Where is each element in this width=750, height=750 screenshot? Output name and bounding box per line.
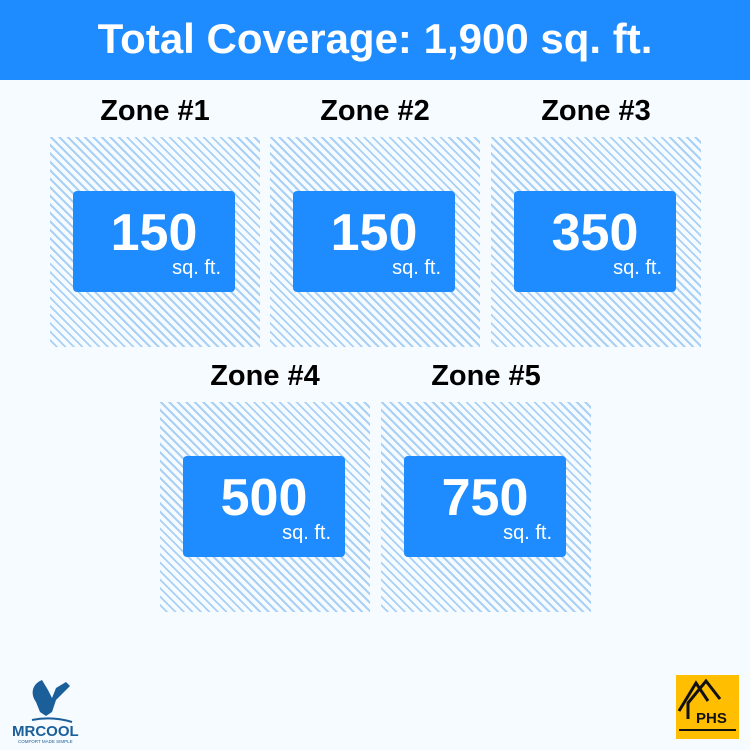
zone-value: 750	[441, 469, 529, 527]
zone-value: 150	[110, 204, 198, 262]
polar-bear-icon: MRCOOL COMFORT MADE SIMPLE	[12, 680, 79, 744]
svg-text:PHS: PHS	[696, 710, 727, 727]
zone-title: Zone #4	[210, 360, 320, 392]
zone-unit: sq. ft.	[503, 522, 552, 544]
zone-unit: sq. ft.	[613, 257, 662, 279]
zone-3: Zone #3 350 sq. ft.	[491, 95, 701, 347]
zone-area: 150 sq. ft.	[270, 137, 480, 347]
phs-logo: PHS	[676, 675, 739, 739]
zone-area: 150 sq. ft.	[50, 137, 260, 347]
zone-card: 350 sq. ft.	[514, 191, 676, 292]
zone-value: 500	[220, 469, 308, 527]
zone-4: Zone #4 500 sq. ft.	[160, 360, 370, 612]
house-icon: PHS	[677, 678, 736, 731]
zone-unit: sq. ft.	[282, 522, 331, 544]
zone-title: Zone #5	[431, 360, 541, 392]
zone-unit: sq. ft.	[172, 257, 221, 279]
zone-2: Zone #2 150 sq. ft.	[270, 95, 480, 347]
page-title: Total Coverage: 1,900 sq. ft.	[0, 0, 750, 80]
zone-area: 500 sq. ft.	[160, 402, 370, 612]
zone-card: 500 sq. ft.	[183, 456, 345, 557]
zone-area: 750 sq. ft.	[381, 402, 591, 612]
svg-text:COMFORT MADE SIMPLE: COMFORT MADE SIMPLE	[18, 739, 73, 744]
zone-title: Zone #1	[100, 95, 210, 127]
mrcool-logo: MRCOOL COMFORT MADE SIMPLE	[12, 672, 112, 744]
zone-card: 150 sq. ft.	[293, 191, 455, 292]
zone-value: 350	[551, 204, 639, 262]
zone-area: 350 sq. ft.	[491, 137, 701, 347]
zone-card: 750 sq. ft.	[404, 456, 566, 557]
zone-value: 150	[330, 204, 418, 262]
zone-card: 150 sq. ft.	[73, 191, 235, 292]
zone-5: Zone #5 750 sq. ft.	[381, 360, 591, 612]
zone-title: Zone #3	[541, 95, 651, 127]
svg-text:MRCOOL: MRCOOL	[12, 723, 79, 740]
zone-title: Zone #2	[320, 95, 430, 127]
zone-unit: sq. ft.	[392, 257, 441, 279]
zone-1: Zone #1 150 sq. ft.	[50, 95, 260, 347]
